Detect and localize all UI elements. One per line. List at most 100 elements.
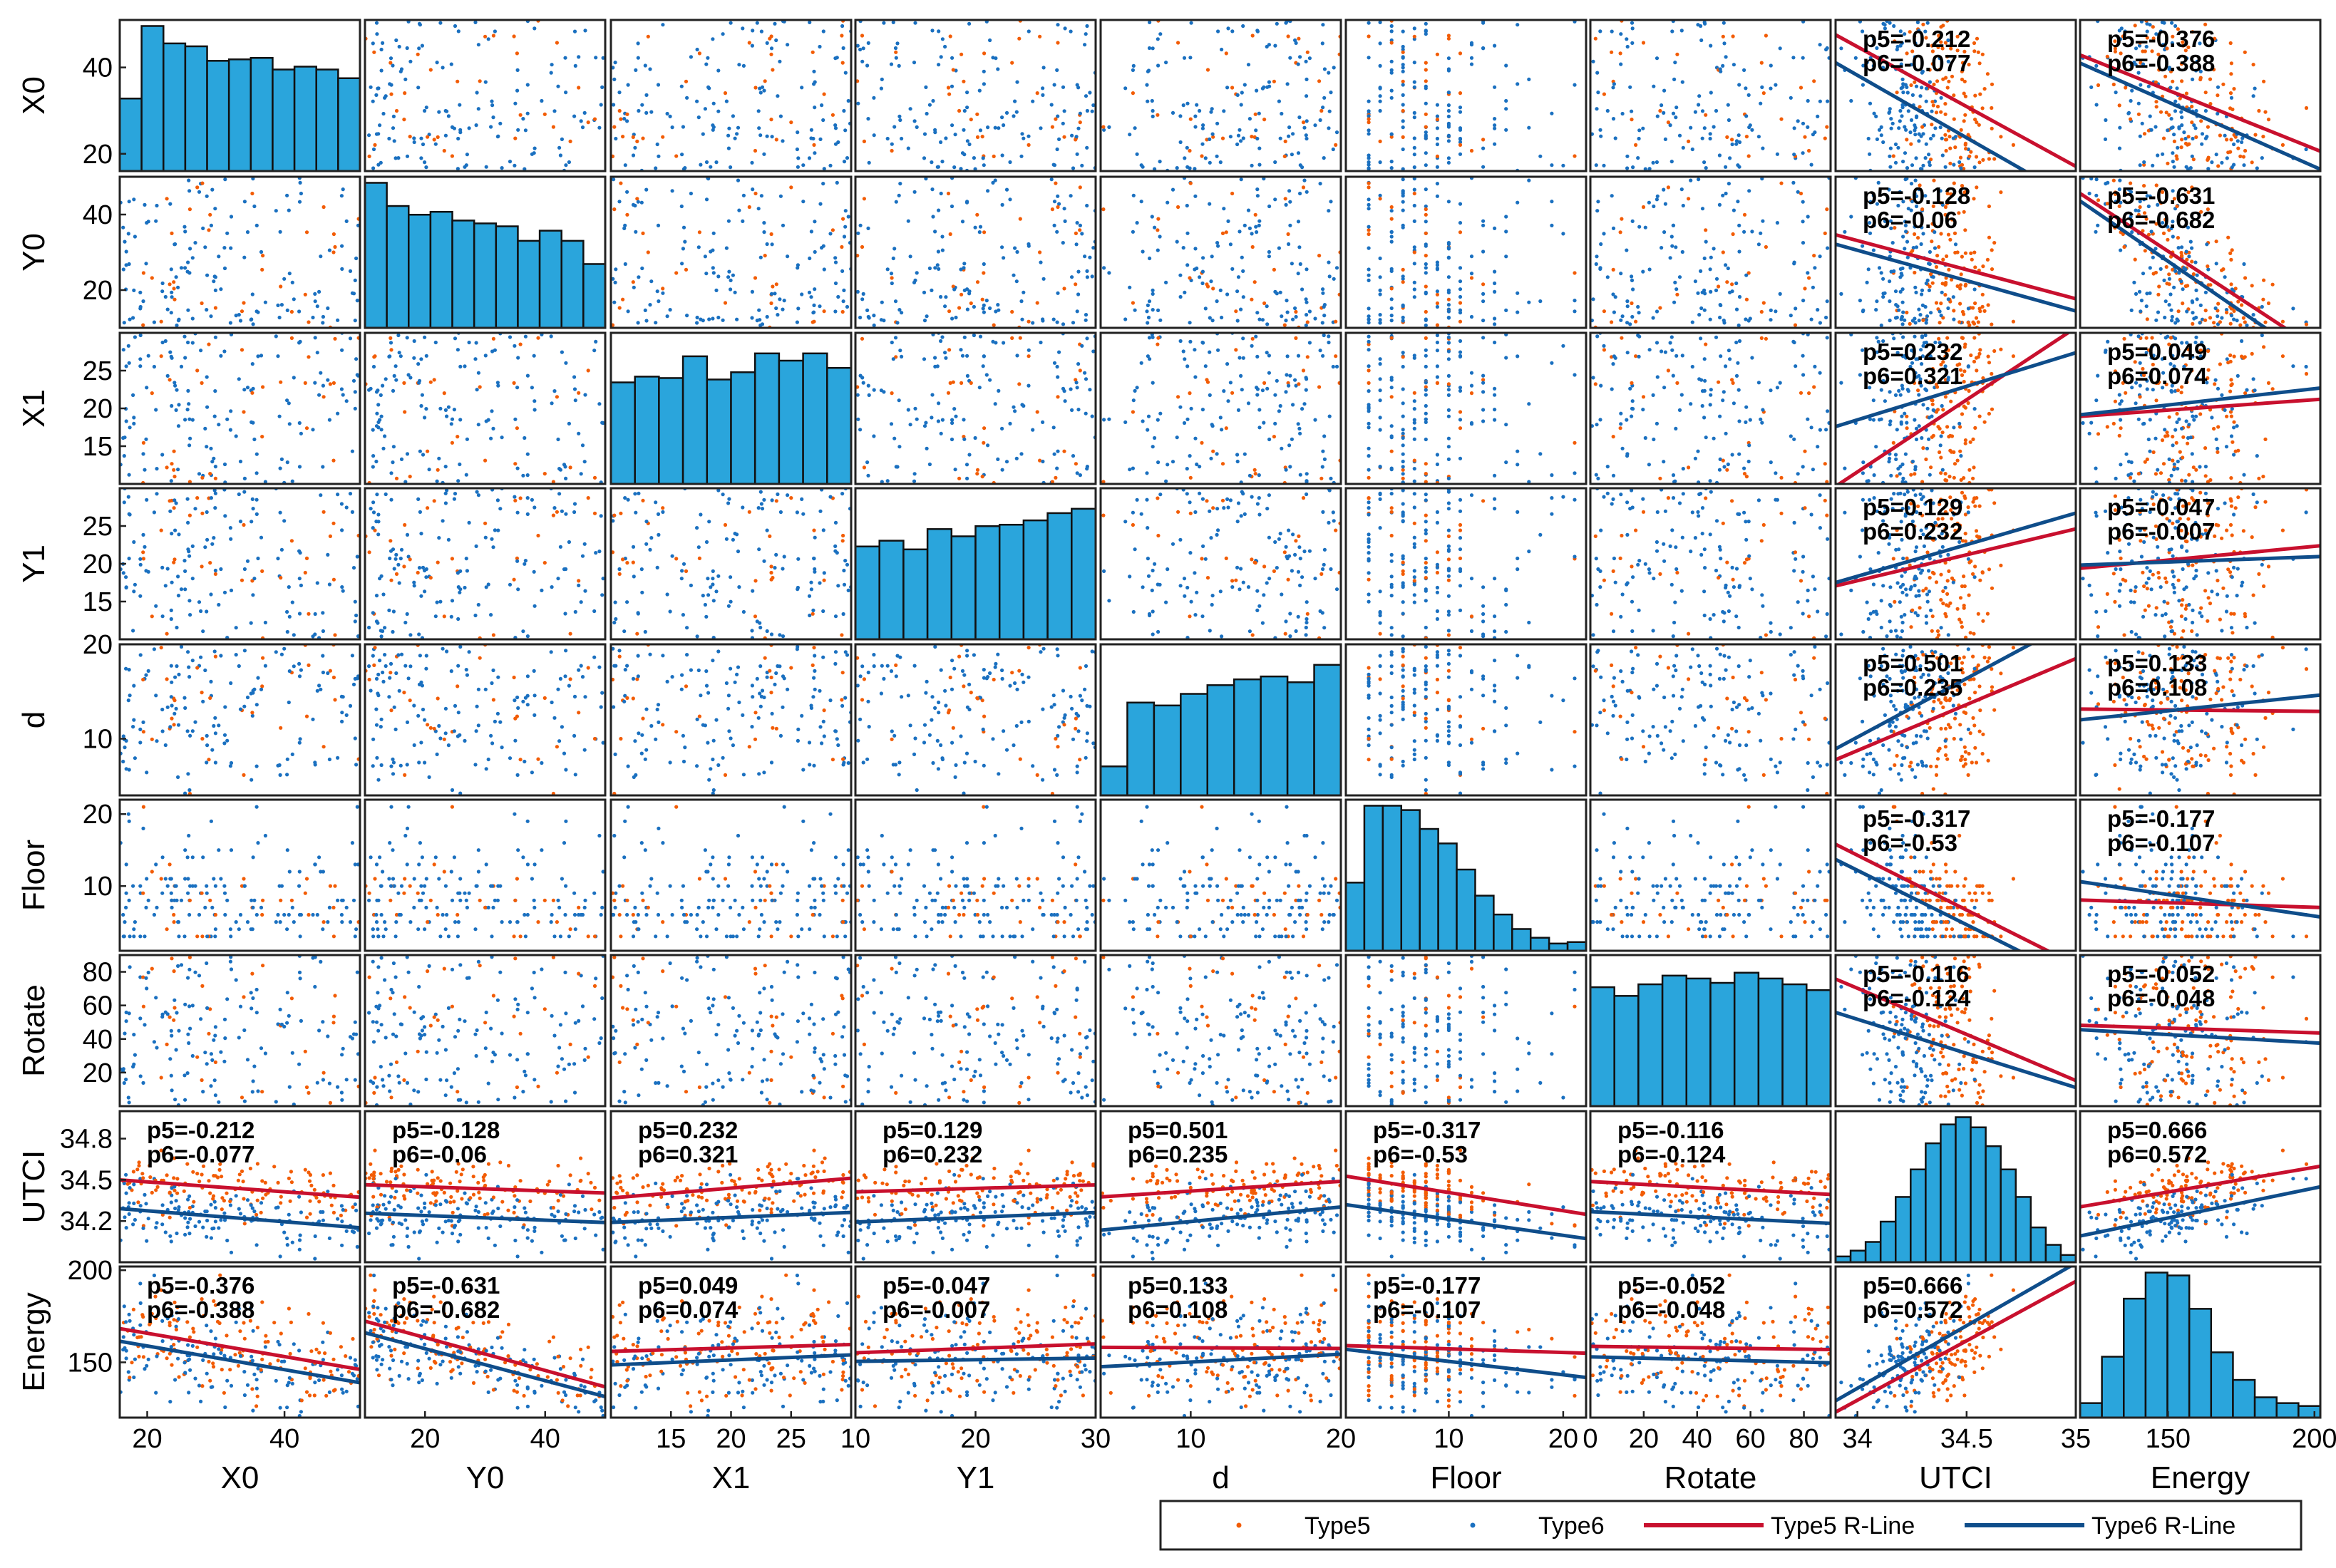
type6-point (776, 94, 780, 98)
type6-point (2194, 108, 2198, 113)
type6-point (1367, 109, 1371, 113)
type5-point (2111, 421, 2116, 426)
type6-point (842, 160, 847, 164)
type5-point (416, 52, 420, 56)
type6-point (138, 333, 143, 338)
type6-point (2260, 333, 2264, 338)
type6-point (1732, 208, 1736, 212)
type6-point (1321, 23, 1325, 27)
type5-point (1945, 191, 1950, 196)
type6-point (1674, 115, 1678, 120)
type6-point (1481, 219, 1486, 223)
type6-point (245, 230, 250, 234)
type5-point (2228, 91, 2233, 96)
type5-point (1131, 91, 1135, 96)
type6-point (986, 443, 990, 448)
type6-point (986, 189, 990, 193)
type6-point (1901, 160, 1905, 164)
type6-point (1210, 319, 1215, 323)
corr-p5-label: p5=0.232 (1863, 339, 1962, 365)
type5-point (159, 319, 163, 324)
type6-point (1825, 299, 1829, 304)
type6-point (516, 128, 520, 132)
type6-point (1699, 378, 1704, 382)
type6-point (412, 136, 416, 140)
type6-point (1736, 361, 1740, 365)
type6-point (1401, 472, 1405, 476)
type6-point (213, 335, 217, 339)
type5-point (1939, 362, 1943, 367)
type6-point (1020, 317, 1024, 321)
type5-point (536, 336, 540, 340)
type6-point (2149, 229, 2154, 234)
type6-point (1039, 126, 1043, 130)
type6-point (1133, 126, 1137, 130)
type6-point (1327, 260, 1331, 264)
type6-point (1247, 226, 1252, 230)
type6-point (1493, 322, 1497, 326)
type6-point (1726, 266, 1730, 271)
type6-point (1861, 471, 1865, 475)
type6-point (223, 514, 227, 518)
type6-point (1458, 110, 1463, 114)
type5-point (1334, 143, 1338, 147)
type6-point (1901, 476, 1905, 481)
type5-point (321, 205, 326, 210)
type5-point (2229, 383, 2233, 388)
type6-point (1458, 388, 1463, 393)
type6-point (1041, 459, 1045, 464)
type6-point (836, 294, 840, 299)
type5-point (1272, 79, 1276, 83)
type5-point (1928, 284, 1932, 289)
type6-point (843, 71, 848, 75)
type6-point (656, 83, 661, 87)
type6-point (491, 426, 495, 431)
type6-point (427, 468, 431, 472)
type6-point (1288, 373, 1292, 378)
type6-point (2220, 316, 2224, 320)
type5-point (333, 633, 337, 637)
type6-point (389, 83, 393, 87)
type6-point (1849, 215, 1853, 219)
type6-point (424, 354, 428, 358)
type6-point (858, 47, 863, 52)
type5-point (1746, 154, 1751, 158)
type6-point (1573, 309, 1577, 314)
type6-point (1267, 249, 1271, 254)
type6-point (1662, 88, 1667, 93)
type6-point (721, 32, 725, 36)
type6-point (982, 69, 986, 73)
type6-point (1141, 249, 1145, 254)
type5-point (1401, 476, 1405, 480)
type6-point (1288, 56, 1292, 60)
type5-point (2218, 320, 2222, 324)
type6-point (1718, 457, 1722, 462)
type6-point (2168, 292, 2173, 296)
type6-point (371, 428, 375, 432)
type5-point (2161, 462, 2166, 466)
type5-point (1916, 388, 1920, 393)
type6-point (1874, 114, 1878, 118)
type6-point (2206, 267, 2211, 272)
type6-point (1446, 457, 1451, 462)
type6-point (1925, 21, 1930, 25)
type6-point (2129, 460, 2134, 465)
type5-point (1987, 411, 1991, 416)
type6-point (1389, 132, 1394, 136)
type6-point (1435, 364, 1439, 368)
type6-point (1061, 386, 1066, 391)
type5-point (1078, 120, 1082, 125)
type6-point (1401, 103, 1405, 107)
type6-point (1727, 118, 1731, 123)
type5-regression-line (2080, 192, 2288, 328)
type6-point (1742, 229, 1746, 234)
type6-point (1877, 128, 1882, 132)
type6-point (1702, 288, 1707, 292)
type5-point (1930, 49, 1935, 53)
type6-point (833, 123, 838, 128)
type5-point (1905, 138, 1909, 142)
type5-point (1761, 91, 1766, 96)
type6-point (1843, 466, 1847, 470)
type6-point (1718, 67, 1722, 71)
type6-point (846, 98, 850, 103)
